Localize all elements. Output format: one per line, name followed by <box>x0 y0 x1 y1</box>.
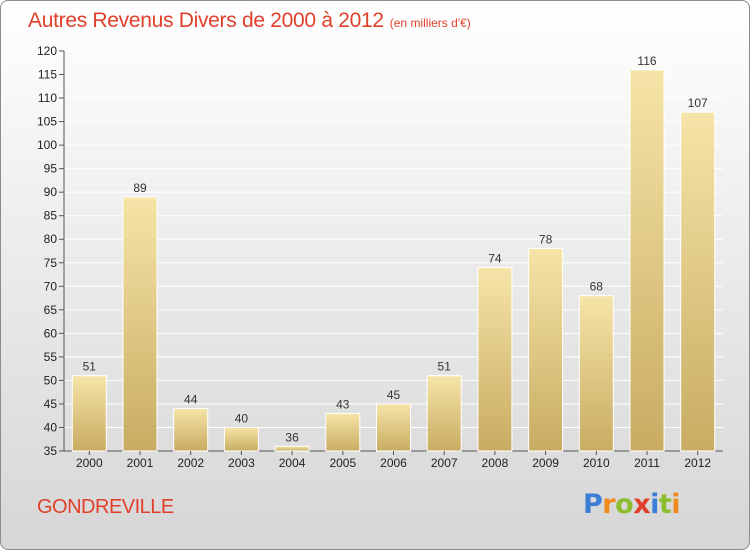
y-tick-label: 110 <box>38 91 57 105</box>
bar-value-label: 51 <box>438 360 452 374</box>
bar-value-label: 43 <box>336 397 350 411</box>
bar <box>680 111 716 452</box>
y-tick-label: 115 <box>38 68 57 82</box>
chart-title-main: Autres Revenus Divers de 2000 à 2012 <box>28 9 384 32</box>
bar <box>578 295 614 452</box>
bar-value-label: 45 <box>387 388 401 402</box>
bar <box>477 267 513 452</box>
logo-letter: i <box>671 489 681 520</box>
y-tick-label: 55 <box>44 350 58 364</box>
y-tick-label: 70 <box>44 279 58 293</box>
bar <box>426 375 462 452</box>
chart-title: Autres Revenus Divers de 2000 à 2012 (en … <box>28 9 471 33</box>
bar-value-label: 44 <box>184 393 198 407</box>
y-tick-label: 65 <box>44 303 58 317</box>
bar <box>71 375 107 452</box>
bar-value-label: 40 <box>235 412 249 426</box>
y-tick-label: 120 <box>37 44 57 58</box>
x-tick-label: 2009 <box>532 456 559 470</box>
x-tick-label: 2007 <box>431 456 458 470</box>
logo-letter: i <box>650 489 659 520</box>
logo-letter: r <box>602 489 616 520</box>
y-tick-label: 45 <box>44 397 58 411</box>
y-tick-label: 100 <box>37 138 57 152</box>
x-tick-label: 2010 <box>583 456 610 470</box>
logo-letter: x <box>633 489 651 520</box>
bar-value-label: 78 <box>539 233 553 247</box>
y-tick-label: 105 <box>37 115 57 129</box>
bar-value-label: 89 <box>133 181 147 195</box>
x-tick-label: 2001 <box>127 456 154 470</box>
y-tick-label: 95 <box>44 162 58 176</box>
logo-letter: t <box>658 489 672 520</box>
bar-value-label: 116 <box>637 54 656 68</box>
y-tick-label: 50 <box>44 373 58 387</box>
x-tick-label: 2006 <box>380 456 407 470</box>
bar <box>223 427 259 452</box>
bar <box>122 196 158 452</box>
x-tick-label: 2003 <box>228 456 255 470</box>
x-tick-label: 2012 <box>684 456 711 470</box>
bar <box>173 408 209 452</box>
bar-value-label: 68 <box>590 280 604 294</box>
y-tick-label: 80 <box>44 232 58 246</box>
bar-value-label: 36 <box>285 430 299 444</box>
x-tick-label: 2011 <box>634 456 660 470</box>
y-tick-label: 60 <box>44 326 58 340</box>
bar <box>274 445 310 452</box>
x-tick-label: 2002 <box>177 456 204 470</box>
bar-value-label: 107 <box>688 96 708 110</box>
x-tick-label: 2000 <box>76 456 103 470</box>
y-tick-label: 35 <box>44 444 58 458</box>
logo-letter: P <box>583 489 603 520</box>
x-tick-label: 2005 <box>329 456 356 470</box>
x-tick-label: 2004 <box>279 456 306 470</box>
y-tick-label: 40 <box>44 420 58 434</box>
y-tick-label: 85 <box>44 209 58 223</box>
logo-letter: o <box>615 489 634 520</box>
bar <box>325 412 361 452</box>
bar <box>376 403 411 452</box>
proxiti-logo: Proxiti <box>583 489 681 520</box>
bar <box>528 248 564 452</box>
chart-title-unit: (en milliers d'€) <box>389 16 471 30</box>
bar-value-label: 51 <box>83 360 97 374</box>
bar-value-label: 74 <box>488 252 502 266</box>
commune-name: GONDREVILLE <box>37 496 174 518</box>
y-tick-label: 75 <box>44 256 58 270</box>
y-tick-label: 90 <box>44 185 58 199</box>
x-tick-label: 2008 <box>482 456 509 470</box>
bar <box>629 69 665 452</box>
